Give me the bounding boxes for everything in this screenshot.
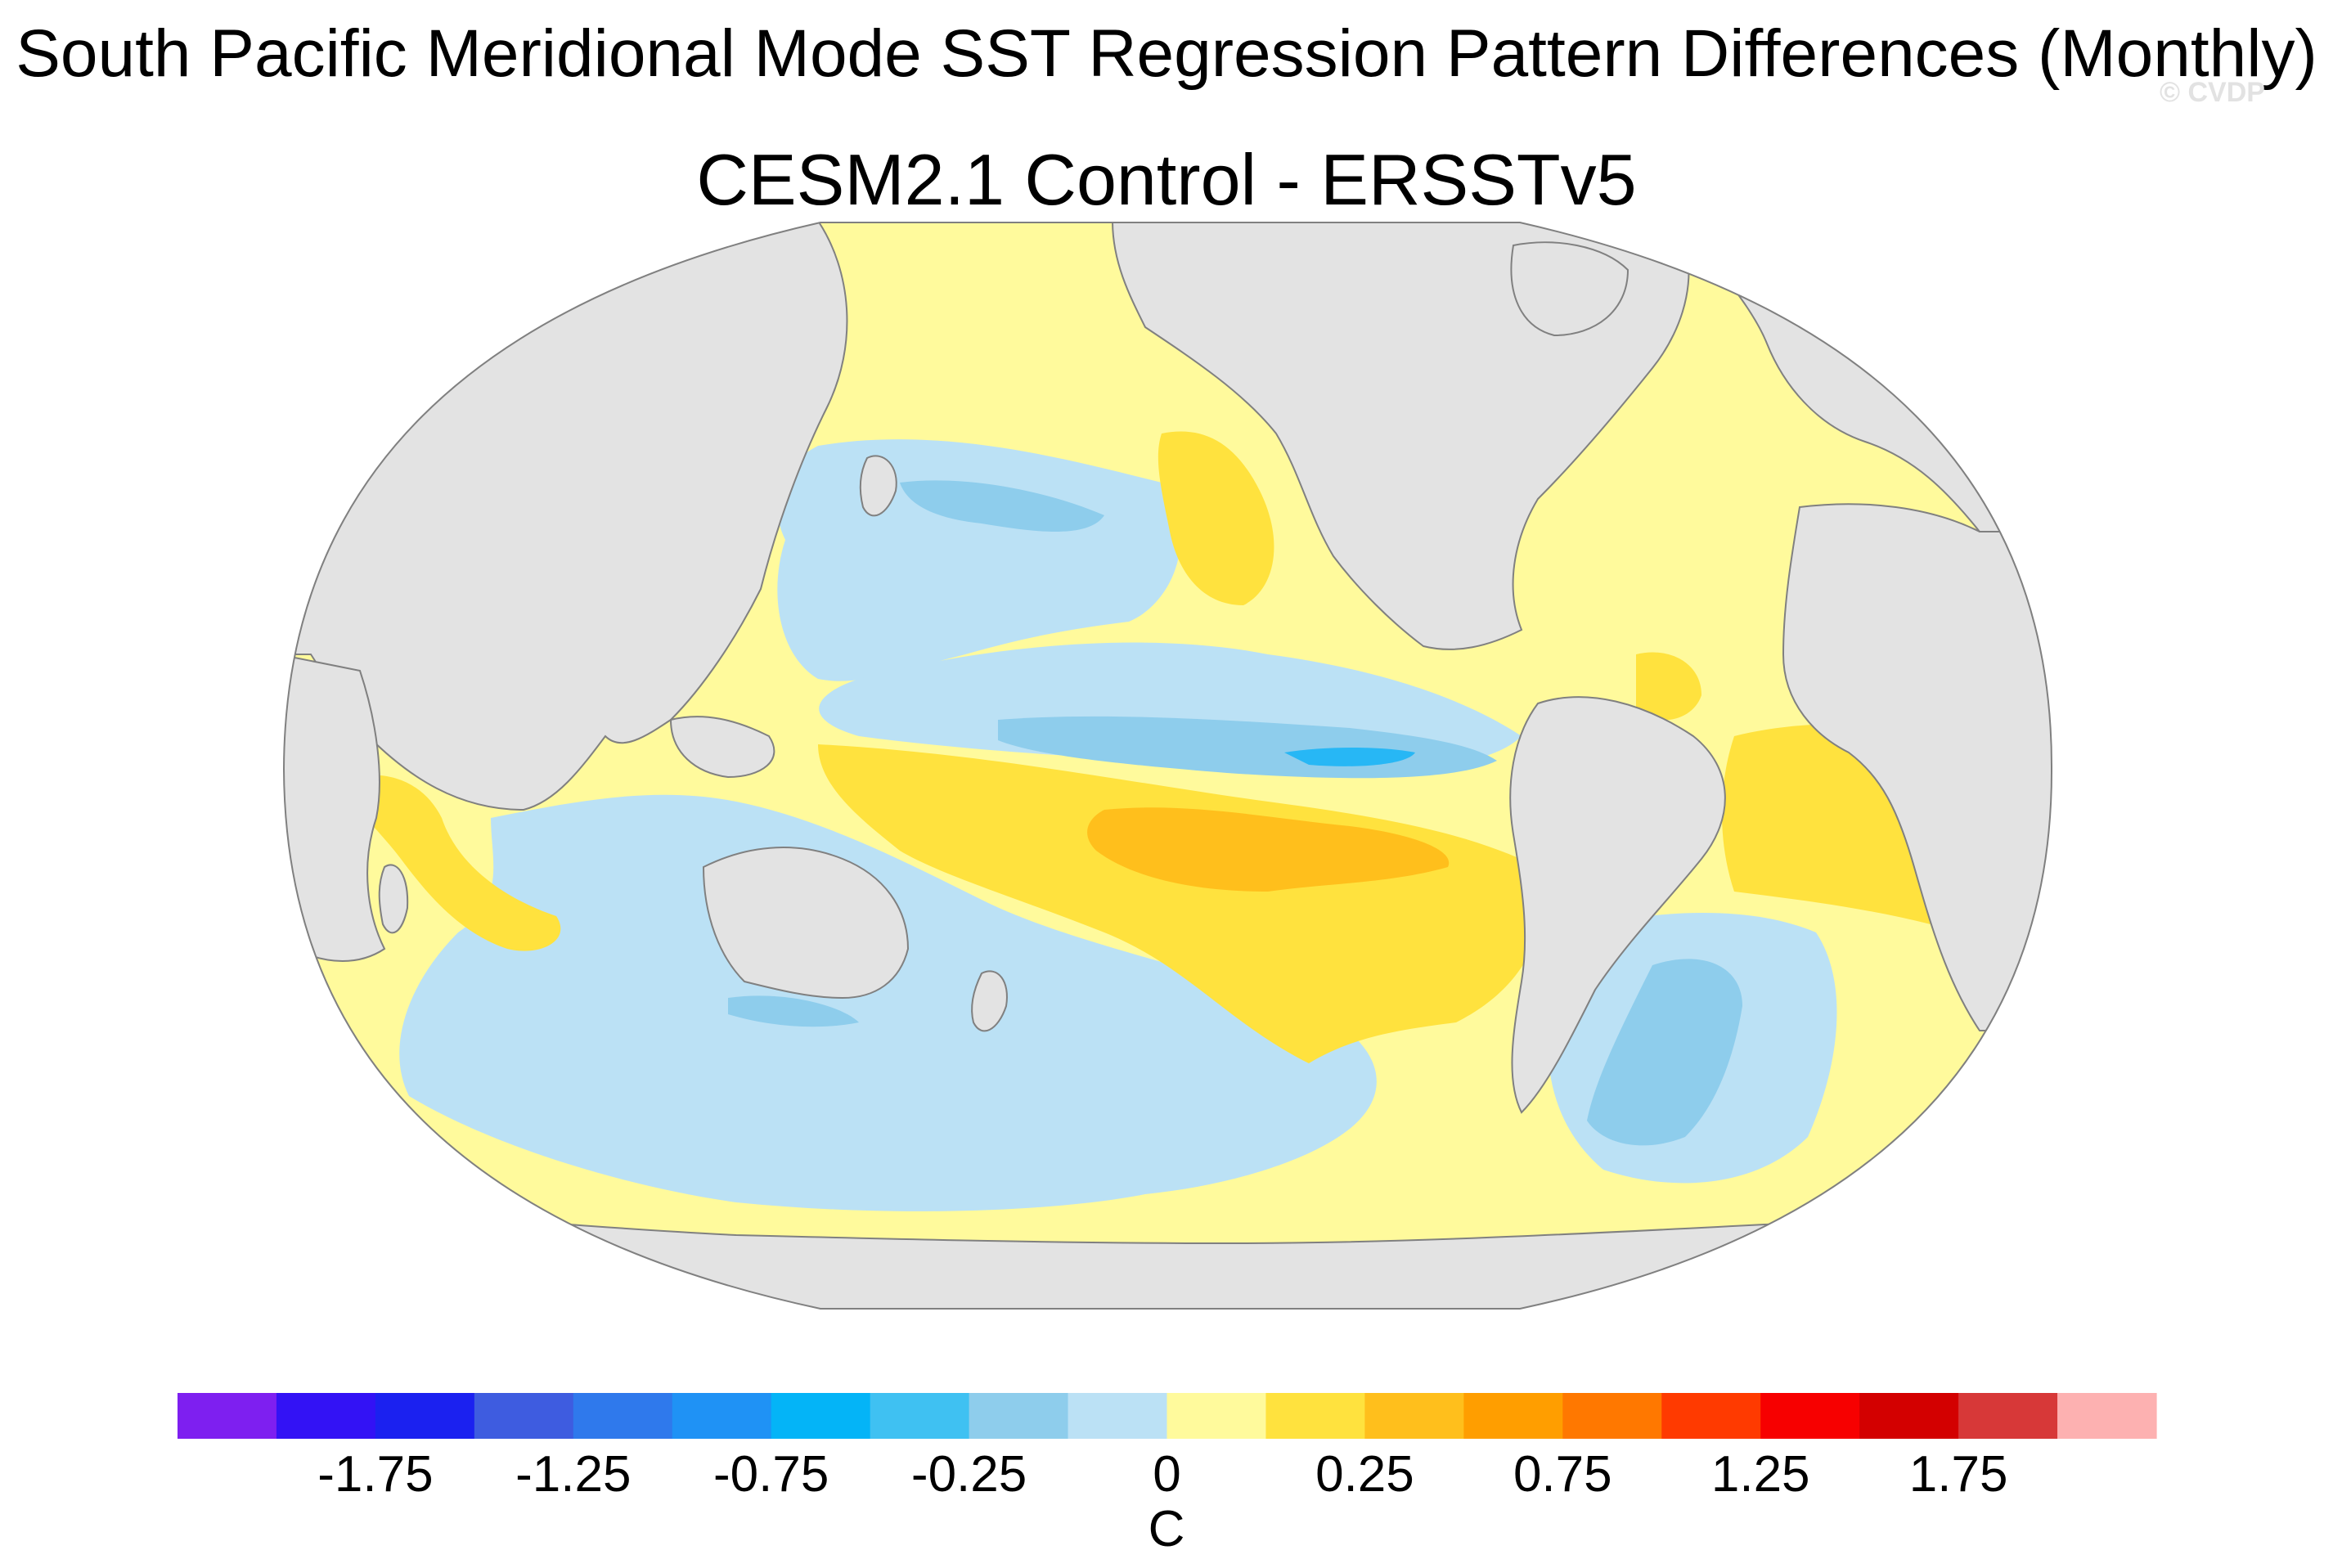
- colorbar-tick-label: 0.25: [1315, 1446, 1414, 1503]
- africa-landmass: [1782, 503, 2052, 1031]
- colorbar-box: [1166, 1393, 1267, 1439]
- cvdp-watermark: © CVDP: [2160, 77, 2265, 108]
- colorbar-box: [969, 1393, 1069, 1439]
- colorbar-box: [1265, 1393, 1365, 1439]
- colorbar-box: [672, 1393, 772, 1439]
- colorbar-box: [1958, 1393, 2058, 1439]
- colorbar-tick-label: 1.25: [1711, 1446, 1810, 1503]
- map-outline: [282, 222, 2053, 1310]
- indonesia-islands: [669, 716, 775, 779]
- south-atlantic-negative: [1587, 959, 1742, 1146]
- colorbar-tick-label: -0.75: [713, 1446, 829, 1503]
- colorbar-box: [1760, 1393, 1860, 1439]
- figure-title: South Pacific Meridional Mode SST Regres…: [16, 16, 2317, 91]
- colorbar-tick-labels: -1.75 -1.25 -0.75 -0.25 0 0.25 0.75 1.25 1.75: [317, 1446, 2007, 1503]
- colorbar-tick-label: -0.25: [911, 1446, 1027, 1503]
- colorbar-tick-label: 0: [1153, 1446, 1180, 1503]
- new-zealand-landmass: [971, 970, 1008, 1032]
- colorbar-box: [1364, 1393, 1464, 1439]
- colorbar-box: [1562, 1393, 1662, 1439]
- colorbar-tick-label: 0.75: [1513, 1446, 1612, 1503]
- colorbar-tick-label: -1.75: [317, 1446, 433, 1503]
- colorbar-unit-label: C: [1149, 1501, 1185, 1557]
- colorbar-box: [573, 1393, 673, 1439]
- southeast-pacific-positive: [818, 744, 1543, 1063]
- colorbar-box: [474, 1393, 574, 1439]
- southeast-pacific-max-positive: [1087, 807, 1450, 892]
- south-indian-southern-ocean-light-negative: [399, 794, 1377, 1211]
- colorbar-box: [771, 1393, 871, 1439]
- colorbar-box: [375, 1393, 475, 1439]
- northeast-pacific-positive: [1158, 431, 1274, 605]
- australia-landmass: [702, 847, 910, 1000]
- colorbar-tick-label: 1.75: [1909, 1446, 2008, 1503]
- caribbean-positive: [1636, 652, 1701, 721]
- indian-ocean-positive: [350, 775, 561, 951]
- colorbar-box: [178, 1393, 277, 1439]
- greenland-landmass: [1510, 241, 1630, 337]
- colorbar-boxes: [178, 1393, 2157, 1439]
- colorbar-box: [1068, 1393, 1168, 1439]
- equatorial-pacific-minimum: [1284, 748, 1415, 766]
- colorbar-box: [870, 1393, 970, 1439]
- japan-landmass: [859, 455, 897, 517]
- africa-east-landmass: [284, 653, 386, 962]
- madagascar-landmass: [378, 864, 409, 934]
- colorbar-box: [1661, 1393, 1761, 1439]
- figure-subtitle: CESM2.1 Control - ERSSTv5: [696, 139, 1637, 220]
- colorbar-box: [1859, 1393, 1959, 1439]
- south-america-landmass: [1509, 696, 1726, 1114]
- colorbar-box: [276, 1393, 376, 1439]
- colorbar-tick-label: -1.25: [515, 1446, 631, 1503]
- australia-south-negative: [728, 995, 859, 1027]
- colorbar-box: [1463, 1393, 1563, 1439]
- kuroshio-extension-negative: [900, 480, 1104, 532]
- colorbar-box: [2057, 1393, 2157, 1439]
